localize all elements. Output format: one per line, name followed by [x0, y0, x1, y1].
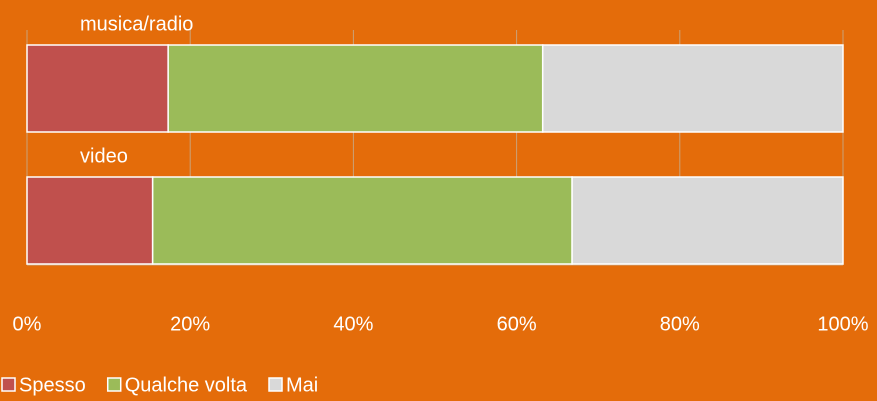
- legend-swatch: [106, 377, 122, 392]
- x-tick-label: 0%: [13, 313, 42, 335]
- bar-segment: [167, 44, 544, 133]
- category-label: video: [80, 145, 128, 167]
- bar-segment: [541, 44, 844, 133]
- bar-segment: [26, 44, 169, 133]
- bar-segment: [571, 176, 844, 265]
- bar-segment: [151, 176, 573, 265]
- x-tick-label: 20%: [170, 313, 210, 335]
- x-tick-label: 40%: [333, 313, 373, 335]
- legend-label: Mai: [286, 374, 318, 396]
- x-tick-label: 80%: [660, 313, 700, 335]
- x-tick-label: 100%: [817, 313, 868, 335]
- category-label: musica/radio: [80, 13, 193, 35]
- legend-label: Qualche volta: [125, 374, 248, 396]
- bar-segment: [26, 176, 154, 265]
- legend-label: Spesso: [19, 374, 86, 396]
- x-tick-label: 60%: [497, 313, 537, 335]
- legend-swatch: [268, 377, 283, 392]
- legend-swatch: [1, 377, 16, 392]
